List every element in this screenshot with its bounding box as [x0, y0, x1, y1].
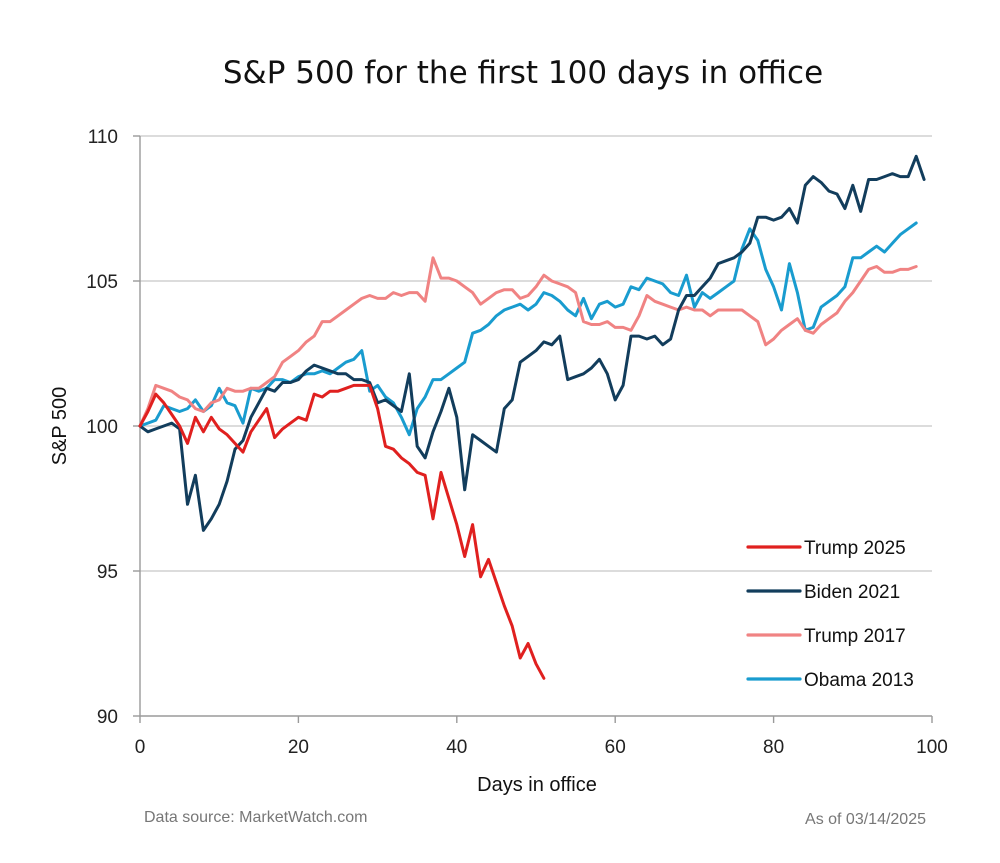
legend-label-trump-2017: Trump 2017: [804, 626, 906, 647]
legend-label-biden-2021: Biden 2021: [804, 582, 900, 603]
data-source-note: Data source: MarketWatch.com: [144, 809, 367, 826]
x-tick-labels: 0 20 40 60 80 100: [135, 737, 948, 758]
series-line-trump-2017: [138, 256, 918, 428]
xtick-label-40: 40: [446, 737, 467, 758]
ytick-label-110: 110: [88, 127, 118, 148]
ytick-label-100: 100: [86, 417, 118, 438]
xtick-label-60: 60: [605, 737, 626, 758]
xtick-label-100: 100: [916, 737, 948, 758]
as-of-date-note: As of 03/14/2025: [805, 811, 926, 828]
y-tick-labels: 90 95 100 105 110: [86, 127, 118, 728]
chart-title: S&P 500 for the first 100 days in office: [223, 55, 823, 91]
series-line-trump-2025: [138, 383, 546, 680]
legend: Trump 2025 Biden 2021 Trump 2017 Obama 2013: [746, 538, 914, 691]
ytick-label-105: 105: [86, 272, 118, 293]
xtick-label-80: 80: [763, 737, 784, 758]
legend-label-trump-2025: Trump 2025: [804, 538, 906, 559]
x-axis-label: Days in office: [477, 774, 597, 796]
legend-label-obama-2013: Obama 2013: [804, 670, 914, 691]
ytick-label-90: 90: [97, 707, 118, 728]
y-axis-label: S&P 500: [49, 387, 71, 466]
series-line-obama-2013: [138, 221, 918, 437]
series-line-biden-2021: [138, 154, 926, 532]
xtick-label-0: 0: [135, 737, 146, 758]
ytick-label-95: 95: [97, 562, 118, 583]
series-lines: [138, 154, 926, 680]
xtick-label-20: 20: [288, 737, 309, 758]
